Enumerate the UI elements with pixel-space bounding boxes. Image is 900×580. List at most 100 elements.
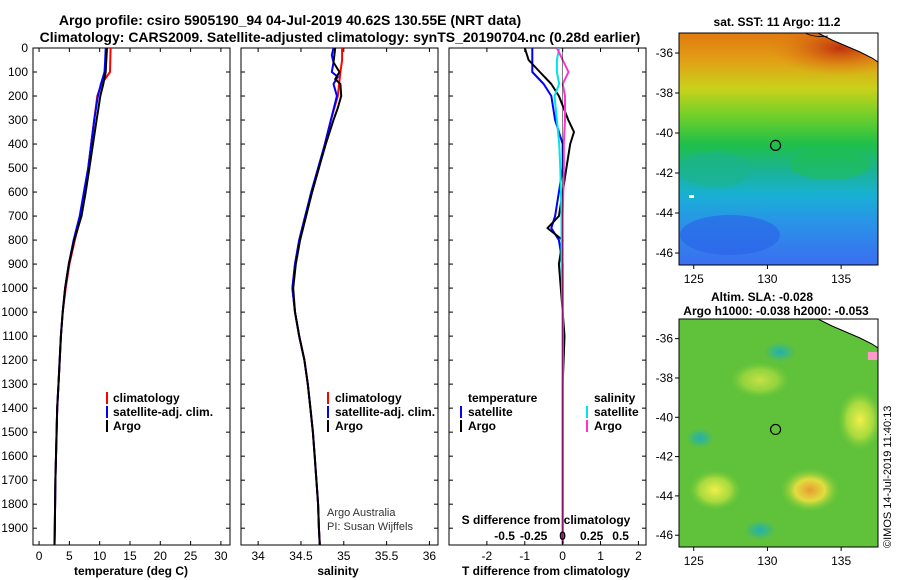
salinity-legend: climatology satellite-adj. clim. Argo: [327, 391, 435, 433]
x-tick-label: 15: [123, 549, 137, 563]
x-tick-label: 20: [154, 549, 168, 563]
sla-map-image: [679, 319, 878, 547]
x-tick-label: 35.5: [375, 549, 399, 563]
x-tick-label: -2: [482, 549, 493, 563]
s-difference-label: S difference from climatology: [462, 513, 631, 527]
depth-tick-label: 1100: [2, 329, 28, 343]
map-x-tick-label: 135: [831, 272, 851, 286]
legend-label-t-argo: Argo: [468, 419, 496, 433]
depth-axis: 0100200300400500600700800900010001100120…: [1, 41, 646, 535]
salinity-xlabel: salinity: [317, 564, 359, 578]
difference-legend-salinity: salinity satellite Argo: [586, 391, 639, 433]
s-tick-label: -0.5: [494, 529, 515, 543]
depth-tick-label: 1800: [1, 497, 28, 511]
depth-tick-label: 1600: [1, 449, 28, 463]
x-tick-label: 36: [423, 549, 437, 563]
difference-panel: [448, 47, 647, 546]
map-x-tick-label: 130: [757, 554, 777, 568]
x-tick-label: 34.5: [289, 549, 313, 563]
s-tick-label: 0.25: [580, 529, 604, 543]
difference-legend-temperature: temperature satellite Argo: [460, 391, 538, 433]
depth-tick-label: 800: [8, 233, 28, 247]
depth-tick-label: 500: [8, 161, 28, 175]
legend-label-s-argo: Argo: [594, 419, 622, 433]
series-line-satellite-adj-clim-: [53, 48, 107, 545]
depth-tick-label: 1300: [1, 377, 28, 391]
sst-map-image: [679, 33, 878, 265]
sla-map-subtitle: Argo h1000: -0.038 h2000: -0.053: [683, 304, 869, 318]
x-tick-label: 0: [559, 549, 566, 563]
depth-tick-label: 1900: [1, 521, 28, 535]
legend-label-argo: Argo: [335, 419, 363, 433]
legend-label-climatology: climatology: [113, 391, 180, 405]
depth-tick-label: 1400: [1, 401, 28, 415]
s-tick-label: -0.25: [520, 529, 548, 543]
x-tick-label: 1: [597, 549, 604, 563]
depth-tick-label: 0: [21, 281, 28, 295]
map-y-tick-label: -46: [656, 246, 674, 260]
map-y-tick-label: -38: [656, 371, 674, 385]
x-tick-label: 2: [635, 549, 642, 563]
sst-map-title: sat. SST: 11 Argo: 11.2: [714, 15, 841, 29]
sst-map-frame: [678, 32, 879, 266]
x-tick-label: 34: [251, 549, 265, 563]
sla-map-title: Altim. SLA: -0.028: [711, 290, 813, 304]
credit-text: Argo Australia: [327, 507, 396, 519]
depth-tick-label: 0: [21, 41, 28, 55]
profile-location-marker: [769, 423, 782, 436]
depth-tick-label: 400: [8, 137, 28, 151]
map-y-tick-label: -36: [656, 332, 674, 346]
depth-tick-label: 1500: [1, 425, 28, 439]
map-x-tick-label: 125: [684, 554, 704, 568]
legend-label-climatology: climatology: [335, 391, 402, 405]
sst-map-axes: 125 130 135 -36 -38 -40 -42 -44 -46: [656, 46, 852, 286]
series-line-argo: [53, 48, 108, 545]
difference-xlabel: T difference from climatology: [462, 564, 630, 578]
legend-label-argo: Argo: [113, 419, 141, 433]
depth-tick-label: 300: [8, 113, 28, 127]
series-line-climatology: [53, 48, 112, 545]
map-y-tick-label: -40: [656, 410, 674, 424]
legend-label-t-satellite: satellite: [468, 405, 513, 419]
s-tick-label: 0: [559, 529, 566, 543]
legend-title-salinity: salinity: [594, 391, 636, 405]
map-y-tick-label: -44: [656, 489, 674, 503]
depth-tick-label: 100: [8, 65, 28, 79]
legend-label-satellite: satellite-adj. clim.: [113, 405, 213, 419]
map-y-tick-label: -40: [656, 126, 674, 140]
series-line-t-argo: [523, 48, 575, 545]
x-ticks: 0 5 10 15 20 25 30 34 34.5 35 35.5 36 -2 -1 0 1 2 -0.5 -0.…: [36, 48, 642, 563]
map-y-tick-label: -38: [656, 86, 674, 100]
temperature-legend: climatology satellite-adj. clim. Argo: [106, 391, 213, 433]
profile-location-marker: [769, 139, 782, 151]
x-tick-label: 30: [214, 549, 228, 563]
x-tick-label: 25: [184, 549, 198, 563]
temperature-panel: [32, 47, 231, 546]
depth-tick-label: 200: [8, 89, 28, 103]
depth-tick-label: 900: [8, 257, 28, 271]
map-y-tick-label: -44: [656, 206, 674, 220]
watermark-text: ©IMOS 14-Jul-2019 11:40:13: [882, 406, 894, 548]
depth-tick-label: 1000: [1, 305, 28, 319]
x-tick-label: 10: [93, 549, 107, 563]
map-x-tick-label: 135: [831, 554, 851, 568]
temperature-series: [53, 48, 112, 545]
map-x-tick-label: 130: [757, 272, 777, 286]
s-tick-label: 0.5: [612, 529, 629, 543]
series-line-climatology: [291, 48, 344, 545]
map-y-tick-label: -46: [656, 528, 674, 542]
depth-tick-label: 1200: [1, 353, 28, 367]
salinity-panel: [240, 47, 439, 546]
map-y-tick-label: -42: [656, 450, 674, 464]
temperature-xlabel: temperature (deg C): [74, 564, 188, 578]
legend-title-temperature: temperature: [468, 391, 538, 405]
map-x-tick-label: 125: [684, 272, 704, 286]
x-tick-label: 0: [36, 549, 43, 563]
sla-map-frame: [678, 318, 879, 548]
depth-tick-label: 600: [8, 185, 28, 199]
pi-text: PI: Susan Wijffels: [327, 521, 413, 533]
map-y-tick-label: -42: [656, 166, 674, 180]
sla-map-axes: 125 130 135 -36 -38 -40 -42 -44 -46: [656, 332, 852, 568]
x-tick-label: 35: [337, 549, 351, 563]
